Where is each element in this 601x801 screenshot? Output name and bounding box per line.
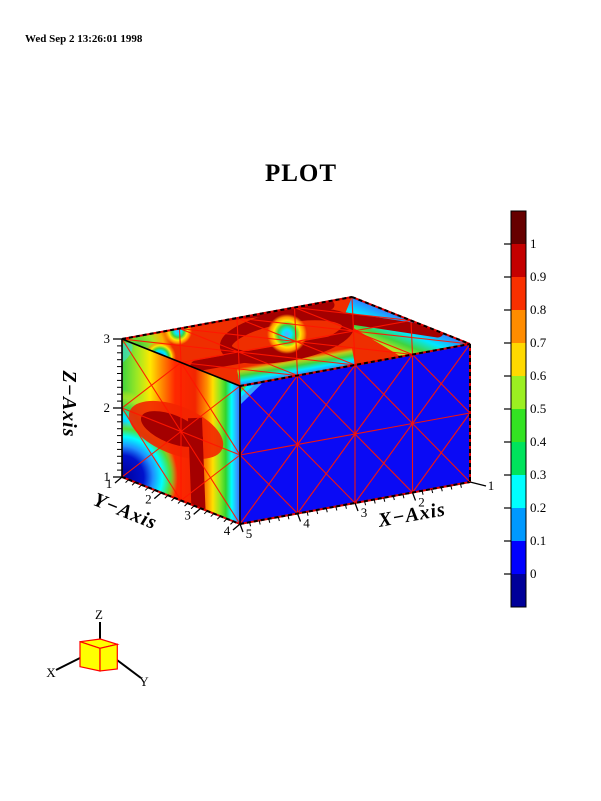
- x-minor-tick: [325, 508, 328, 513]
- box-edge-ticks: [351, 296, 471, 345]
- cube-y-label: Y: [139, 674, 149, 689]
- x-tick-label: 2: [418, 495, 425, 510]
- y-tick-label: 2: [145, 492, 152, 507]
- colorbar-segment: [511, 442, 526, 475]
- x-tick-label: 5: [246, 526, 253, 541]
- x-minor-tick: [344, 504, 347, 509]
- x-minor-tick: [373, 499, 376, 504]
- colorbar-segment: [511, 541, 526, 574]
- colorbar-tick-label: 0.4: [530, 434, 547, 449]
- x-minor-tick: [306, 511, 309, 516]
- x-minor-tick: [364, 501, 367, 506]
- cube-z-label: Z: [95, 607, 103, 622]
- colorbar-segment: [511, 310, 526, 343]
- colorbar-tick-label: 0.9: [530, 269, 546, 284]
- orientation-cube: Z X Y: [46, 607, 149, 689]
- colorbar-segment: [511, 277, 526, 310]
- colorbar-tick-label: 1: [530, 236, 537, 251]
- x-minor-tick: [287, 515, 290, 520]
- y-tick-label: 4: [224, 523, 231, 538]
- y-minor-tick: [144, 487, 149, 491]
- x-minor-tick: [440, 487, 443, 492]
- colorbar-tick-label: 0.2: [530, 500, 546, 515]
- y-minor-tick: [177, 500, 182, 504]
- cube-x-label: X: [46, 665, 56, 680]
- y-minor-tick: [125, 479, 129, 483]
- colorbar-tick-label: 0.1: [530, 533, 546, 548]
- x-major-tick: [411, 492, 417, 501]
- y-tick-label: 1: [106, 476, 113, 491]
- z-tick-label: 3: [104, 331, 111, 346]
- x-major-tick: [296, 513, 302, 522]
- x-minor-tick: [335, 506, 338, 511]
- colorbar-segment: [511, 376, 526, 409]
- y-minor-tick: [210, 513, 215, 517]
- x-minor-tick: [268, 518, 271, 523]
- y-major-tick: [193, 507, 202, 515]
- colorbar-segment: [511, 244, 526, 277]
- colorbar-segment: [511, 343, 526, 376]
- x-minor-tick: [249, 522, 252, 527]
- colorbar-tick-label: 0.6: [530, 368, 547, 383]
- x-minor-tick: [383, 497, 386, 502]
- x-minor-tick: [402, 494, 405, 499]
- x-axis-label: X−Axis: [376, 498, 448, 532]
- x-minor-tick: [392, 495, 395, 501]
- box-edge-ticks: [239, 343, 471, 387]
- y-major-tick: [232, 523, 241, 531]
- color-scale: 1 0.9 0.8 0.7 0.6 0.5 0.4 0.3 0.2 0.1 0: [504, 210, 547, 608]
- y-minor-tick: [164, 494, 169, 499]
- colorbar-tick-label: 0.8: [530, 302, 546, 317]
- y-minor-tick: [216, 515, 221, 520]
- y-minor-tick: [131, 481, 136, 486]
- y-minor-tick: [138, 484, 143, 489]
- x-major-tick: [469, 481, 487, 487]
- x-minor-tick: [258, 520, 261, 525]
- y-major-tick: [153, 492, 162, 500]
- colorbar-tick-label: 0.5: [530, 401, 546, 416]
- y-tick-label: 3: [184, 507, 191, 522]
- y-minor-tick: [223, 518, 228, 523]
- colorbar-tick-label: 0.3: [530, 467, 546, 482]
- y-minor-tick: [190, 505, 195, 510]
- cube-x-axis-line: [55, 657, 81, 671]
- x-tick-label: 4: [303, 516, 310, 531]
- x-major-tick: [239, 523, 244, 533]
- colorbar-segment: [511, 574, 526, 607]
- box-edge-ticks: [121, 296, 353, 340]
- z-tick-label: 2: [104, 400, 111, 415]
- x-minor-tick: [277, 516, 280, 522]
- colorbar-segment: [511, 211, 526, 244]
- x-tick-label: 3: [361, 505, 368, 520]
- x-minor-tick: [450, 485, 453, 490]
- colorbar-segment: [511, 409, 526, 442]
- plot-title: PLOT: [265, 160, 337, 187]
- z-tick-label: 1: [104, 469, 111, 484]
- colorbar-tick-label: 0: [530, 566, 537, 581]
- cube-y-axis-line: [116, 659, 142, 679]
- x-minor-tick: [421, 490, 424, 495]
- colorbar-tick-label: 0.7: [530, 335, 547, 350]
- colorbar-segment: [511, 475, 526, 508]
- timestamp: Wed Sep 2 13:26:01 1998: [25, 33, 143, 45]
- x-minor-tick: [316, 509, 319, 515]
- x-major-tick: [354, 502, 359, 512]
- x-tick-label: 1: [488, 478, 495, 493]
- y-minor-tick: [230, 521, 234, 525]
- y-minor-tick: [171, 497, 175, 502]
- x-minor-tick: [431, 488, 434, 494]
- y-major-tick: [114, 476, 123, 484]
- box-edge: [121, 338, 241, 387]
- colorbar-segment: [511, 508, 526, 541]
- z-axis-label: Z−Axis: [58, 369, 80, 437]
- x-minor-tick: [459, 483, 462, 488]
- cube-right-face: [99, 643, 118, 672]
- y-minor-tick: [151, 489, 156, 494]
- y-minor-tick: [184, 502, 188, 507]
- y-minor-tick: [203, 510, 208, 515]
